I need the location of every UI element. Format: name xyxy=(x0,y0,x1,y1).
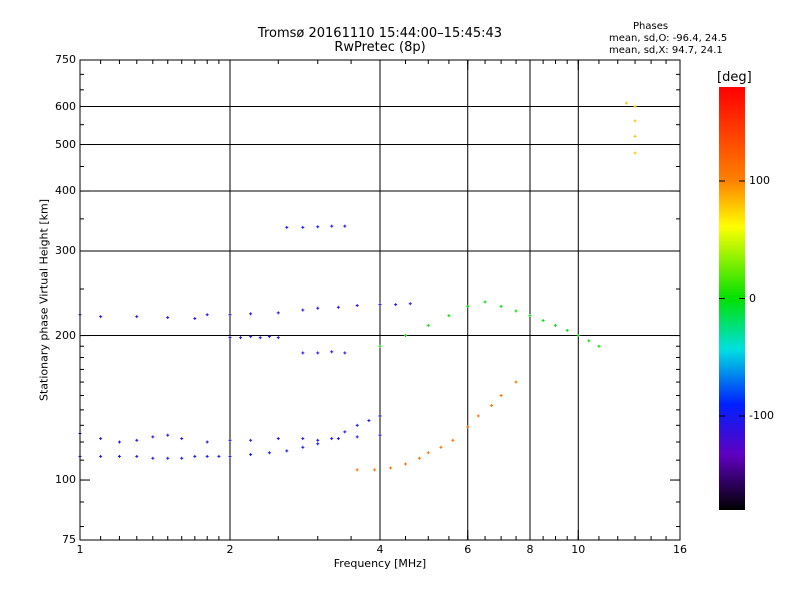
stats-line-x: mean, sd,X: 94.7, 24.1 xyxy=(609,45,723,56)
y-tick-label: 400 xyxy=(55,184,76,198)
y-axis-label: Stationary phase Virtual Height [km] xyxy=(37,198,51,402)
colorbar-ticks xyxy=(719,180,745,417)
x-tick-label: 4 xyxy=(376,543,384,556)
y-tick-label: 750 xyxy=(55,53,76,66)
y-tick-label: 500 xyxy=(55,137,76,151)
colorbar-tick-label: -100 xyxy=(749,409,774,422)
y-tick-label: 300 xyxy=(55,244,76,257)
chart-title: Tromsø 20161110 15:44:00–15:45:43 xyxy=(257,26,503,41)
x-tick-label: 2 xyxy=(226,543,234,556)
axis-ticks xyxy=(79,59,681,541)
data-points xyxy=(78,101,637,472)
x-tick-label: 16 xyxy=(673,543,687,556)
colorbar-label: [deg] xyxy=(717,70,752,85)
colorbar-tick-label: 100 xyxy=(749,174,770,187)
x-tick-label: 8 xyxy=(526,543,534,556)
colorbar-tick-label: 0 xyxy=(749,291,756,305)
x-tick-label: 1 xyxy=(76,543,84,556)
y-tick-label: 600 xyxy=(55,99,76,113)
x-axis-label: Frequency [MHz] xyxy=(333,557,427,570)
y-tick-label: 200 xyxy=(55,328,76,342)
stats-heading: Phases xyxy=(633,21,669,32)
stats-line-o: mean, sd,O: -96.4, 24.5 xyxy=(609,33,728,44)
y-tick-label: 100 xyxy=(55,473,76,487)
y-tick-label: 75 xyxy=(62,533,76,546)
x-tick-label: 10 xyxy=(571,543,586,556)
chart-subtitle: RwPretec (8p) xyxy=(334,40,426,55)
plot-grid xyxy=(80,60,680,540)
x-tick-label: 6 xyxy=(464,543,472,556)
